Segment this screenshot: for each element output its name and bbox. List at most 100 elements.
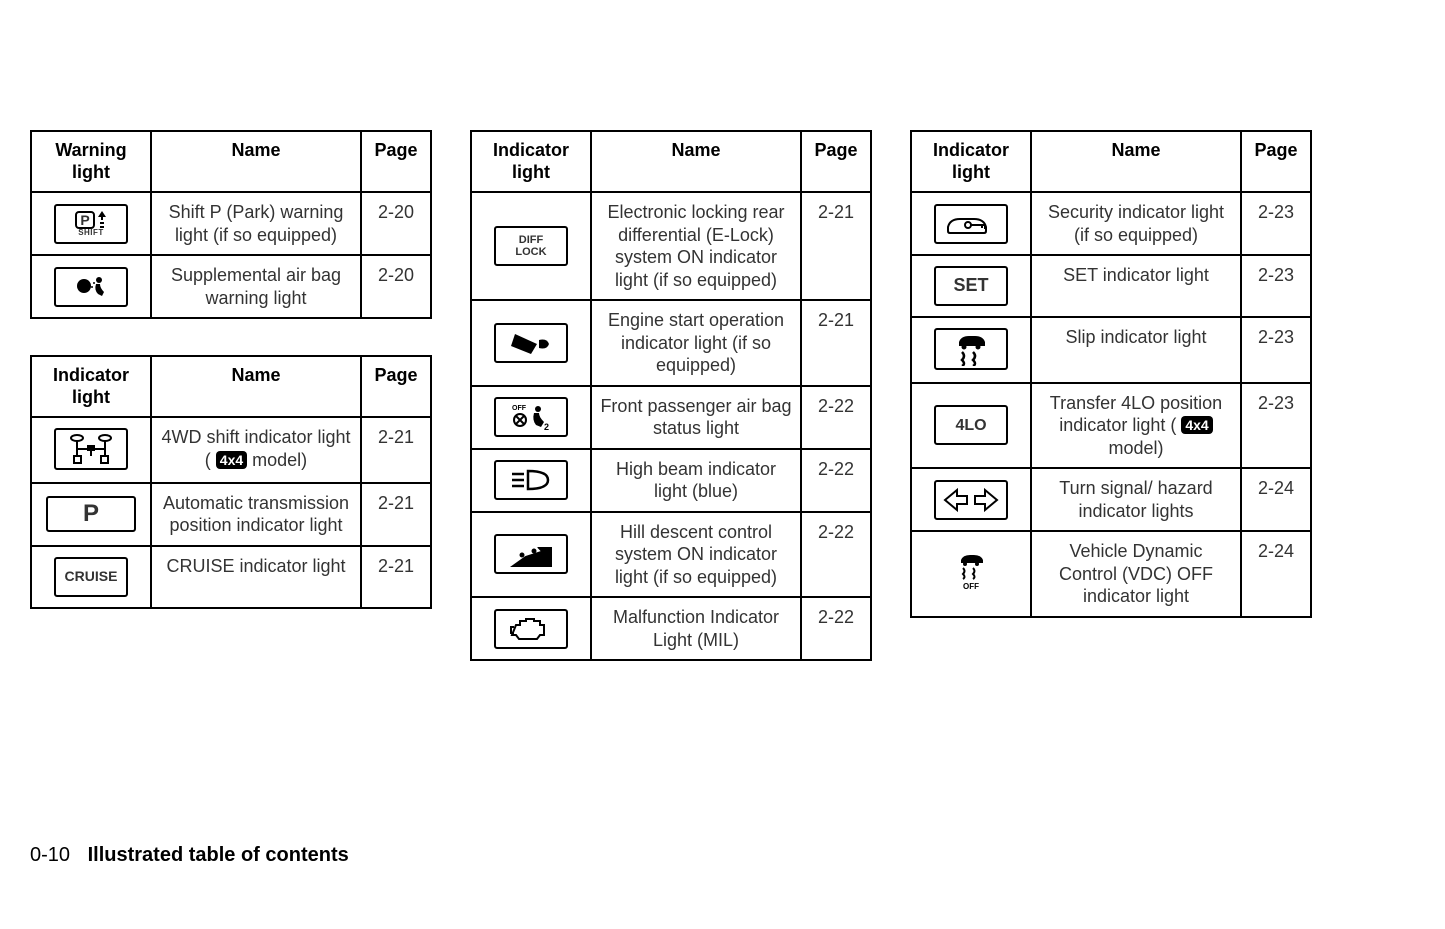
mil-icon	[494, 609, 568, 649]
page-cell: 2-24	[1241, 531, 1311, 617]
page-cell: 2-22	[801, 386, 871, 449]
icon-cell: 4LO	[911, 383, 1031, 469]
icon-header: Indicatorlight	[471, 131, 591, 192]
high-beam-icon	[494, 460, 568, 500]
name-cell: Transfer 4LO position indicator light ( …	[1031, 383, 1241, 469]
name-cell: SET indicator light	[1031, 255, 1241, 317]
table-row: High beam indicator light (blue)2-22	[471, 449, 871, 512]
icon-cell	[911, 192, 1031, 255]
footer-page-number: 0-10	[30, 844, 70, 866]
icon-cell: OFF 2	[471, 386, 591, 449]
engine-start-icon	[494, 323, 568, 363]
name-cell: High beam indicator light (blue)	[591, 449, 801, 512]
page-cell: 2-22	[801, 597, 871, 660]
name-cell: Supplemental air bag warning light	[151, 255, 361, 318]
icon-cell	[911, 468, 1031, 531]
page-cell: 2-24	[1241, 468, 1311, 531]
svg-text:OFF: OFF	[512, 405, 527, 412]
table-row: 4WD shift indicator light ( 4x4 model)2-…	[31, 417, 431, 483]
name-cell: Slip indicator light	[1031, 317, 1241, 383]
icon-header: Indicatorlight	[911, 131, 1031, 192]
front-airbag-off-icon: OFF 2	[494, 397, 568, 437]
icon-cell: DIFFLOCK	[471, 192, 591, 300]
name-cell: Automatic transmission position indicato…	[151, 483, 361, 546]
page-header: Page	[361, 356, 431, 417]
icon-cell	[471, 449, 591, 512]
name-cell: Security indicator light (if so equipped…	[1031, 192, 1241, 255]
page-cell: 2-23	[1241, 383, 1311, 469]
table-row: SET SET indicator light2-23	[911, 255, 1311, 317]
icon-cell	[31, 417, 151, 483]
cruise-icon: CRUISE	[54, 557, 128, 597]
name-header: Name	[1031, 131, 1241, 192]
page-cell: 2-23	[1241, 255, 1311, 317]
icon-cell	[471, 300, 591, 386]
table-row: P Automatic transmission position indicat…	[31, 483, 431, 546]
table-row: Slip indicator light2-23	[911, 317, 1311, 383]
name-cell: Malfunction Indicator Light (MIL)	[591, 597, 801, 660]
at-p-icon: P	[46, 496, 136, 532]
page-header: Page	[361, 131, 431, 192]
name-cell: Vehicle Dynamic Control (VDC) OFF indica…	[1031, 531, 1241, 617]
light-table-3: IndicatorlightNamePageSecurity indicator…	[910, 130, 1312, 618]
table-row: OFF 2 Front passenger air bag status light…	[471, 386, 871, 449]
hill-descent-icon	[494, 534, 568, 574]
page-cell: 2-21	[361, 417, 431, 483]
page-cell: 2-21	[801, 192, 871, 300]
page-header: Page	[1241, 131, 1311, 192]
badge-4x4: 4x4	[216, 451, 247, 469]
name-header: Name	[151, 356, 361, 417]
icon-cell: OFF	[911, 531, 1031, 617]
table-row: OFF Vehicle Dynamic Control (VDC) OFF ind…	[911, 531, 1311, 617]
table-row: 4LO Transfer 4LO position indicator light…	[911, 383, 1311, 469]
icon-cell	[31, 255, 151, 318]
name-cell: Shift P (Park) warning light (if so equi…	[151, 192, 361, 255]
table-row: Hill descent control system ON indicator…	[471, 512, 871, 598]
name-cell: Hill descent control system ON indicator…	[591, 512, 801, 598]
diff-lock-icon: DIFFLOCK	[494, 226, 568, 266]
columns-container: WarninglightNamePagePSHIFTShift P (Park)…	[30, 130, 1415, 661]
table-row: Supplemental air bag warning light2-20	[31, 255, 431, 318]
4lo-icon: 4LO	[934, 405, 1008, 445]
icon-header: Warninglight	[31, 131, 151, 192]
p-shift-icon: PSHIFT	[54, 204, 128, 244]
icon-cell: P	[31, 483, 151, 546]
light-table-0: WarninglightNamePagePSHIFTShift P (Park)…	[30, 130, 432, 319]
name-cell: Electronic locking rear differential (E-…	[591, 192, 801, 300]
icon-cell	[471, 512, 591, 598]
page-footer: 0-10 Illustrated table of contents	[30, 844, 349, 867]
name-cell: 4WD shift indicator light ( 4x4 model)	[151, 417, 361, 483]
light-table-2: IndicatorlightNamePage DIFFLOCK Electronic…	[470, 130, 872, 661]
badge-4x4: 4x4	[1181, 416, 1212, 434]
svg-text:2: 2	[544, 422, 549, 432]
icon-header: Indicatorlight	[31, 356, 151, 417]
name-cell: Front passenger air bag status light	[591, 386, 801, 449]
page-cell: 2-23	[1241, 192, 1311, 255]
icon-cell: CRUISE	[31, 546, 151, 608]
slip-icon	[934, 328, 1008, 370]
page-cell: 2-20	[361, 255, 431, 318]
name-cell: Engine start operation indicator light (…	[591, 300, 801, 386]
page-cell: 2-21	[361, 546, 431, 608]
table-row: Security indicator light (if so equipped…	[911, 192, 1311, 255]
page-cell: 2-20	[361, 192, 431, 255]
table-row: Engine start operation indicator light (…	[471, 300, 871, 386]
light-table-1: IndicatorlightNamePage4WD shift indicato…	[30, 355, 432, 609]
icon-cell: SET	[911, 255, 1031, 317]
page-cell: 2-23	[1241, 317, 1311, 383]
icon-cell	[911, 317, 1031, 383]
name-header: Name	[591, 131, 801, 192]
set-icon: SET	[934, 266, 1008, 306]
security-icon	[934, 204, 1008, 244]
page: WarninglightNamePagePSHIFTShift P (Park)…	[0, 0, 1445, 929]
svg-text:OFF: OFF	[963, 582, 979, 590]
column: IndicatorlightNamePage DIFFLOCK Electronic…	[470, 130, 872, 661]
table-row: DIFFLOCK Electronic locking rear differen…	[471, 192, 871, 300]
name-cell: Turn signal/ hazard indicator lights	[1031, 468, 1241, 531]
table-row: PSHIFT Shift P (Park) warning light (if s…	[31, 192, 431, 255]
table-row: Malfunction Indicator Light (MIL)2-22	[471, 597, 871, 660]
page-cell: 2-22	[801, 449, 871, 512]
page-cell: 2-21	[361, 483, 431, 546]
page-header: Page	[801, 131, 871, 192]
turn-signal-icon	[934, 480, 1008, 520]
